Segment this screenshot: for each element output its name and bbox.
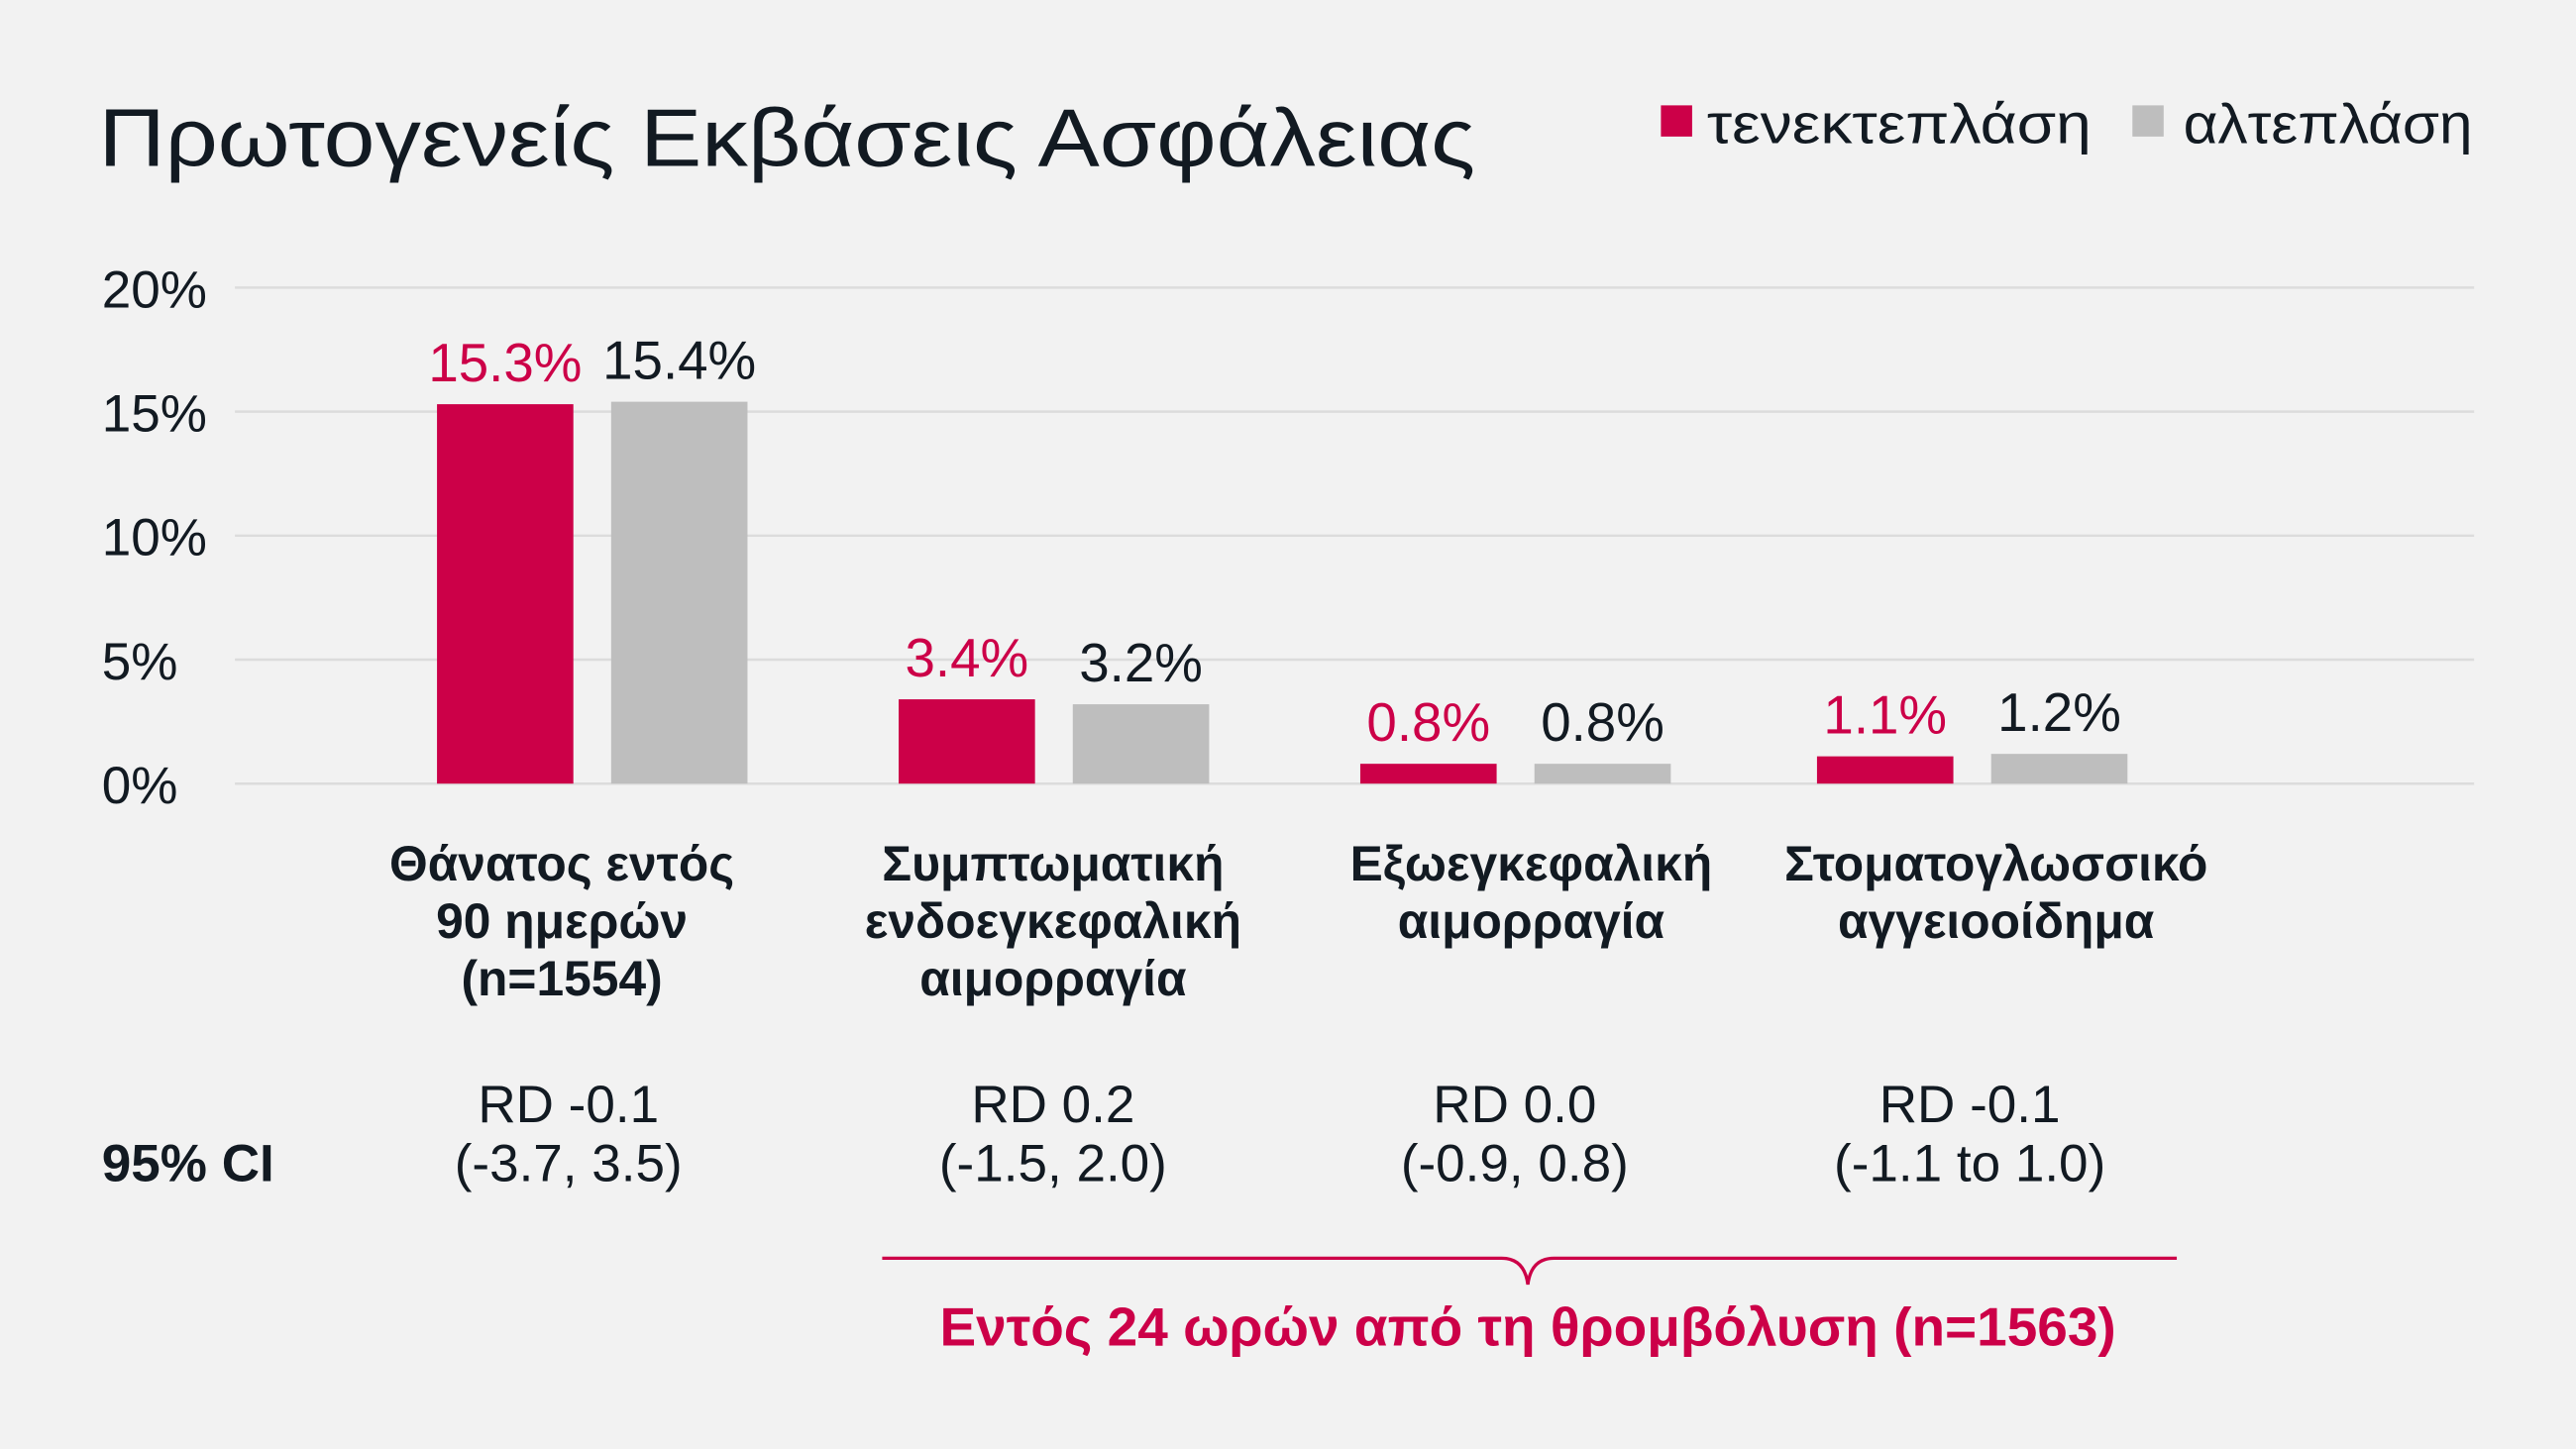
legend-swatch-tenecteplase (1661, 105, 1692, 137)
y-tick-label: 0% (102, 757, 178, 815)
legend-label-tenecteplase: τενεκτεπλάση (1707, 93, 2092, 155)
ci-value: RD -0.1 (1879, 1076, 2061, 1134)
data-label: 3.2% (1079, 632, 1203, 693)
ci-value: (-1.1 to 1.0) (1834, 1134, 2105, 1192)
data-label: 3.4% (905, 627, 1028, 688)
category-label: Θάνατος εντός (389, 836, 734, 891)
ci-value: (-3.7, 3.5) (455, 1134, 683, 1192)
category-label: 90 ημερών (436, 893, 688, 949)
legend-label-alteplase: αλτεπλάση (2184, 93, 2473, 155)
ci-value: RD -0.1 (478, 1076, 659, 1134)
bar-alteplase (610, 401, 748, 784)
ci-value: (-1.5, 2.0) (939, 1134, 1167, 1192)
legend-swatch-alteplase (2132, 105, 2164, 137)
legend: τενεκτεπλάση αλτεπλάση (1661, 93, 2473, 155)
data-label: 1.2% (1997, 681, 2121, 743)
data-label: 15.4% (602, 329, 756, 390)
ci-label: 95% CI (102, 1134, 274, 1192)
ci-value: RD 0.0 (1433, 1076, 1596, 1134)
data-label: 0.8% (1541, 691, 1664, 753)
bar-tenecteplase (899, 699, 1035, 784)
data-labels: 15.3% 3.4% 0.8% 1.1% 15.4% 3.2% 0.8% 1.2% (428, 329, 2121, 753)
category-label: αιμορραγία (919, 951, 1187, 1006)
y-tick-label: 10% (102, 509, 207, 568)
data-label: 1.1% (1823, 683, 1947, 745)
data-label: 15.3% (428, 332, 582, 393)
bar-alteplase (1534, 764, 1671, 784)
category-label: αγγειοοίδημα (1838, 893, 2155, 949)
category-label: Εξωεγκεφαλική (1350, 836, 1713, 891)
ci-value: (-0.9, 0.8) (1401, 1134, 1629, 1192)
bar-alteplase (1072, 704, 1210, 784)
category-label: Στοματογλωσσικό (1784, 836, 2207, 891)
y-tick-label: 20% (102, 260, 207, 319)
bracket (882, 1256, 2178, 1286)
data-label: 0.8% (1366, 691, 1490, 753)
bracket-note: Εντός 24 ωρών από τη θρομβόλυση (n=1563) (939, 1295, 2115, 1357)
category-label: Συμπτωματική (882, 836, 1224, 891)
category-label: αιμορραγία (1398, 893, 1665, 949)
bar-tenecteplase (1816, 756, 1954, 784)
chart-title: Πρωτογενείς Εκβάσεις Ασφάλειας (98, 92, 1475, 184)
bar-tenecteplase (1359, 764, 1497, 784)
bars (437, 401, 2128, 784)
y-tick-label: 5% (102, 633, 178, 691)
ci-value: RD 0.2 (971, 1076, 1134, 1134)
category-label: ενδοεγκεφαλική (865, 893, 1241, 949)
category-label: (n=1554) (461, 951, 662, 1006)
bar-alteplase (1990, 754, 2128, 784)
y-tick-label: 15% (102, 385, 207, 444)
y-axis-ticks: 0% 5% 10% 15% 20% (102, 260, 207, 815)
bar-tenecteplase (437, 404, 574, 784)
ci-values: RD -0.1(-3.7, 3.5)RD 0.2(-1.5, 2.0)RD 0.… (455, 1076, 2105, 1193)
